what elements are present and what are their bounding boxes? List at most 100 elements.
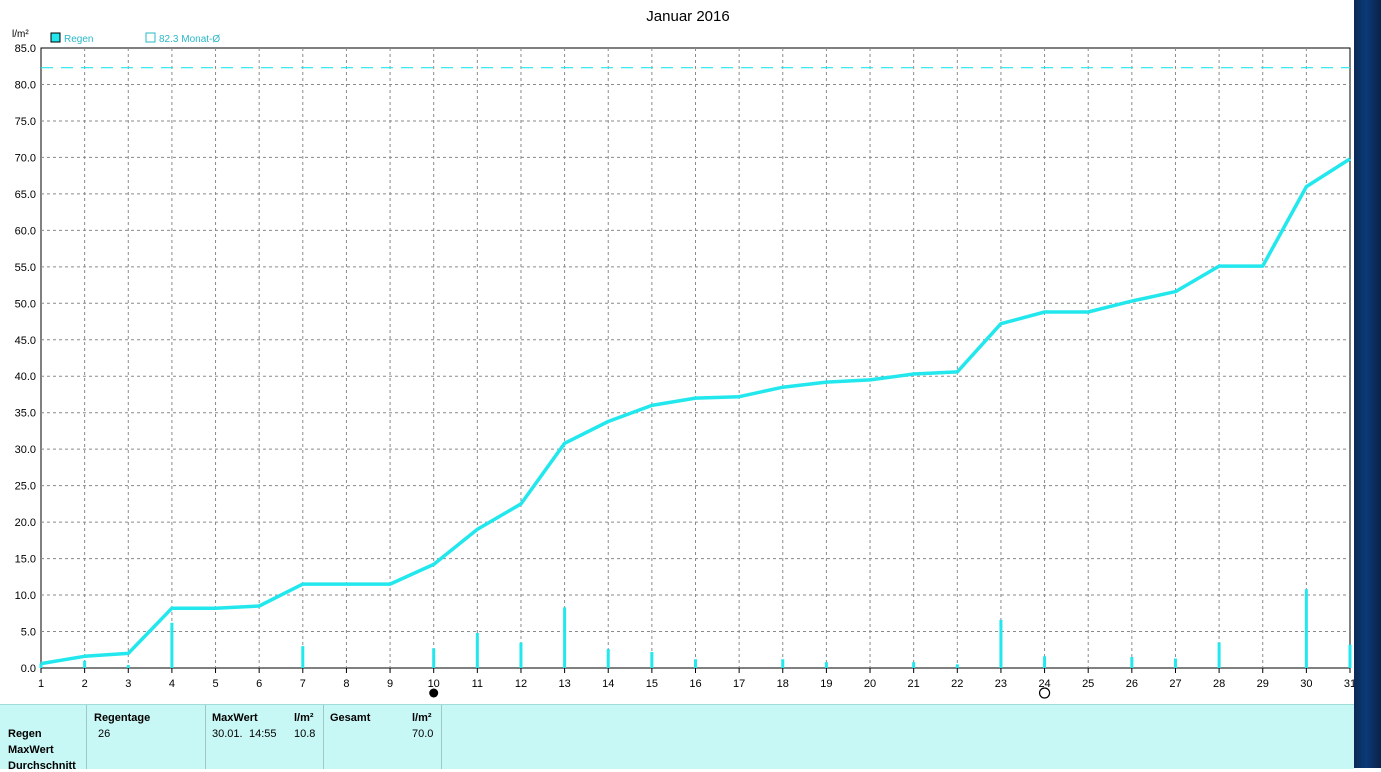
x-tick-label: 21 (908, 678, 920, 690)
x-tick-label: 25 (1082, 678, 1094, 690)
rain-bar (824, 662, 828, 668)
maxwert-column: MaxWert l/m² 30.01. 14:55 10.8 (206, 705, 324, 769)
y-tick-label: 5.0 (21, 627, 36, 639)
stats-panel: Regen MaxWert Durchschnitt Regentage 26 … (0, 704, 1354, 772)
x-tick-label: 24 (1038, 678, 1050, 690)
x-tick-label: 22 (951, 678, 963, 690)
rain-bar (999, 619, 1003, 668)
gesamt-header: Gesamt (330, 712, 371, 724)
y-tick-label: 60.0 (15, 225, 36, 237)
y-tick-label: 15.0 (15, 554, 36, 566)
y-tick-label: 65.0 (15, 189, 36, 201)
rain-bar (563, 607, 567, 668)
rain-bar (432, 648, 436, 668)
x-tick-label: 30 (1300, 678, 1312, 690)
x-tick-label: 1 (38, 678, 44, 690)
rain-bar (694, 659, 697, 668)
regentage-header: Regentage (94, 712, 151, 724)
rain-bar (1348, 644, 1352, 668)
legend-marker-monthly-avg (145, 32, 156, 43)
x-tick-label: 26 (1126, 678, 1138, 690)
regentage-column: Regentage 26 (87, 705, 206, 769)
maxwert-unit: l/m² (294, 712, 314, 724)
y-tick-label: 35.0 (15, 408, 36, 420)
x-tick-label: 14 (602, 678, 614, 690)
rain-bar (519, 642, 523, 668)
legend-label-regen: Regen (64, 34, 93, 45)
y-tick-label: 50.0 (15, 298, 36, 310)
x-tick-label: 20 (864, 678, 876, 690)
y-tick-label: 40.0 (15, 371, 36, 383)
x-tick-label: 7 (300, 678, 306, 690)
rain-bar (912, 662, 916, 668)
rain-bar (170, 622, 174, 668)
gesamt-column: Gesamt l/m² 70.0 (324, 705, 442, 769)
rain-bar (475, 632, 479, 668)
row-label-maxwert: MaxWert (8, 744, 54, 756)
rain-bar (1130, 657, 1134, 668)
legend-label-monthly-avg: 82.3 Monat-Ø (159, 34, 220, 45)
rain-bar (1217, 642, 1221, 668)
x-tick-label: 16 (689, 678, 701, 690)
x-tick-label: 31 (1344, 678, 1354, 690)
x-tick-label: 11 (472, 678, 483, 690)
gesamt-value: 70.0 (412, 728, 434, 740)
rain-bar (83, 660, 87, 668)
y-tick-label: 75.0 (15, 116, 36, 128)
y-tick-label: 45.0 (15, 335, 36, 347)
x-tick-label: 15 (646, 678, 658, 690)
x-tick-label: 3 (125, 678, 131, 690)
window-edge (1354, 0, 1381, 768)
x-tick-label: 19 (820, 678, 832, 690)
rain-chart: Januar 2016 l/m² Regen 82.3 Monat-Ø 0.0 5.0 10… (12, 8, 1354, 699)
x-tick-label: 6 (256, 678, 262, 690)
full-moon-icon (1038, 687, 1051, 699)
y-tick-label: 80.0 (15, 79, 36, 91)
x-tick-label: 8 (343, 678, 349, 690)
x-tick-label: 18 (777, 678, 789, 690)
legend-marker-regen (50, 32, 61, 43)
rain-bar (955, 664, 959, 668)
cumulative-rain-line (40, 157, 1351, 666)
x-tick-label: 29 (1257, 678, 1269, 690)
stats-label-column: Regen MaxWert Durchschnitt (0, 705, 87, 772)
y-tick-label: 85.0 (15, 43, 36, 55)
x-tick-label: 5 (212, 678, 218, 690)
row-label-regen: Regen (8, 728, 42, 740)
rain-bar (650, 651, 654, 668)
rain-bar (1173, 658, 1177, 668)
maxwert-value: 10.8 (294, 728, 316, 740)
rain-bar (781, 659, 785, 668)
chart-title: Januar 2016 (646, 8, 729, 25)
rain-bar (301, 646, 305, 668)
y-tick-label: 0.0 (21, 663, 36, 675)
x-tick-label: 27 (1169, 678, 1181, 690)
y-tick-label: 55.0 (15, 262, 36, 274)
y-tick-label: 20.0 (15, 517, 36, 529)
x-tick-label: 9 (387, 678, 393, 690)
maxwert-header: MaxWert (212, 712, 258, 724)
row-label-durchschnitt: Durchschnitt (8, 760, 76, 772)
rain-bar (606, 649, 610, 668)
y-tick-label: 10.0 (15, 590, 36, 602)
y-tick-label: 30.0 (15, 444, 36, 456)
new-moon-icon (429, 688, 439, 698)
maxwert-date: 30.01. (212, 728, 243, 740)
maxwert-time: 14:55 (249, 728, 277, 740)
x-tick-label: 23 (995, 678, 1007, 690)
x-tick-label: 12 (515, 678, 527, 690)
x-tick-label: 4 (169, 678, 175, 690)
x-tick-label: 2 (82, 678, 88, 690)
y-tick-label: 70.0 (15, 152, 36, 164)
x-tick-label: 13 (558, 678, 570, 690)
x-tick-label: 17 (733, 678, 745, 690)
y-axis-label: l/m² (12, 29, 29, 40)
rain-bar (1304, 589, 1308, 668)
rain-bar (39, 663, 43, 668)
rain-bar (1043, 656, 1047, 668)
x-tick-label: 28 (1213, 678, 1225, 690)
regentage-value: 26 (98, 728, 111, 740)
x-tick-label: 10 (428, 678, 440, 690)
y-tick-label: 25.0 (15, 481, 36, 493)
gesamt-unit: l/m² (412, 712, 432, 724)
